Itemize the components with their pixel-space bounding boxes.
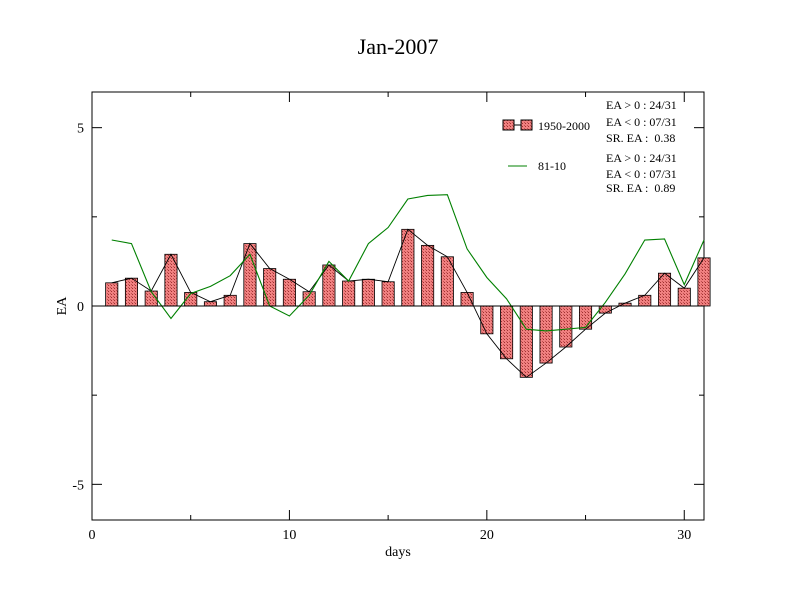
bar-day-21 xyxy=(500,305,514,360)
bar-day-3 xyxy=(144,290,158,307)
bar-day-2 xyxy=(124,277,139,307)
bar-day-9 xyxy=(263,268,277,307)
bar-day-23 xyxy=(539,305,553,364)
y-tick-label: 0 xyxy=(77,300,84,315)
legend-label-81-10: 81-10 xyxy=(538,159,566,173)
bar-day-17 xyxy=(421,244,435,307)
x-tick-label: 30 xyxy=(677,528,691,543)
bar-day-24 xyxy=(559,305,573,348)
stat-line: EA > 0 : 24/31 xyxy=(606,98,677,112)
stats-block-81-10: EA > 0 : 24/31 EA < 0 : 07/31 SR. EA : 0… xyxy=(606,151,677,195)
stat-line: SR. EA : 0.89 xyxy=(606,181,675,195)
bar-day-19 xyxy=(460,292,474,307)
bar-day-1 xyxy=(105,282,119,307)
bar-day-14 xyxy=(361,278,375,307)
legend-swatch-right xyxy=(520,119,533,131)
bar-day-6 xyxy=(203,301,217,307)
y-tick-label: 5 xyxy=(77,122,84,137)
lines-layer xyxy=(111,194,705,378)
bars-layer xyxy=(105,228,711,378)
bar-day-22 xyxy=(519,305,533,378)
legend-entry-81-10: 81-10 xyxy=(508,159,566,173)
legend-label-1950-2000: 1950-2000 xyxy=(538,119,590,133)
stat-line: EA < 0 : 07/31 xyxy=(606,167,677,181)
bar-day-13 xyxy=(342,280,356,307)
y-axis-label: EA xyxy=(55,296,70,316)
bar-day-20 xyxy=(480,305,494,335)
bar-day-15 xyxy=(381,281,395,307)
series-line-81-10 xyxy=(111,194,705,332)
legend-entry-1950-2000: 1950-2000 xyxy=(502,119,590,133)
y-tick-label: -5 xyxy=(72,478,84,493)
chart-title: Jan-2007 xyxy=(358,34,439,59)
legend-swatch-left xyxy=(502,119,515,131)
stat-line: EA > 0 : 24/31 xyxy=(606,151,677,165)
stat-line: SR. EA : 0.38 xyxy=(606,131,675,145)
bar-day-8 xyxy=(243,243,257,307)
x-tick-label: 0 xyxy=(89,528,96,543)
axes-layer: 0 10 20 30 -5 0 5 xyxy=(72,92,704,543)
bar-day-10 xyxy=(282,278,296,307)
legend: 1950-2000 81-10 EA > 0 : 24/31 EA < 0 : … xyxy=(502,98,677,195)
bar-day-30 xyxy=(677,287,691,307)
stats-block-1950-2000: EA > 0 : 24/31 EA < 0 : 07/31 SR. EA : 0… xyxy=(606,98,677,145)
x-tick-label: 20 xyxy=(480,528,494,543)
x-axis-label: days xyxy=(385,545,411,560)
series-line-1950-2000 xyxy=(111,228,705,378)
bar-day-11 xyxy=(302,291,316,307)
x-tick-label: 10 xyxy=(282,528,296,543)
stat-line: EA < 0 : 07/31 xyxy=(606,115,677,129)
